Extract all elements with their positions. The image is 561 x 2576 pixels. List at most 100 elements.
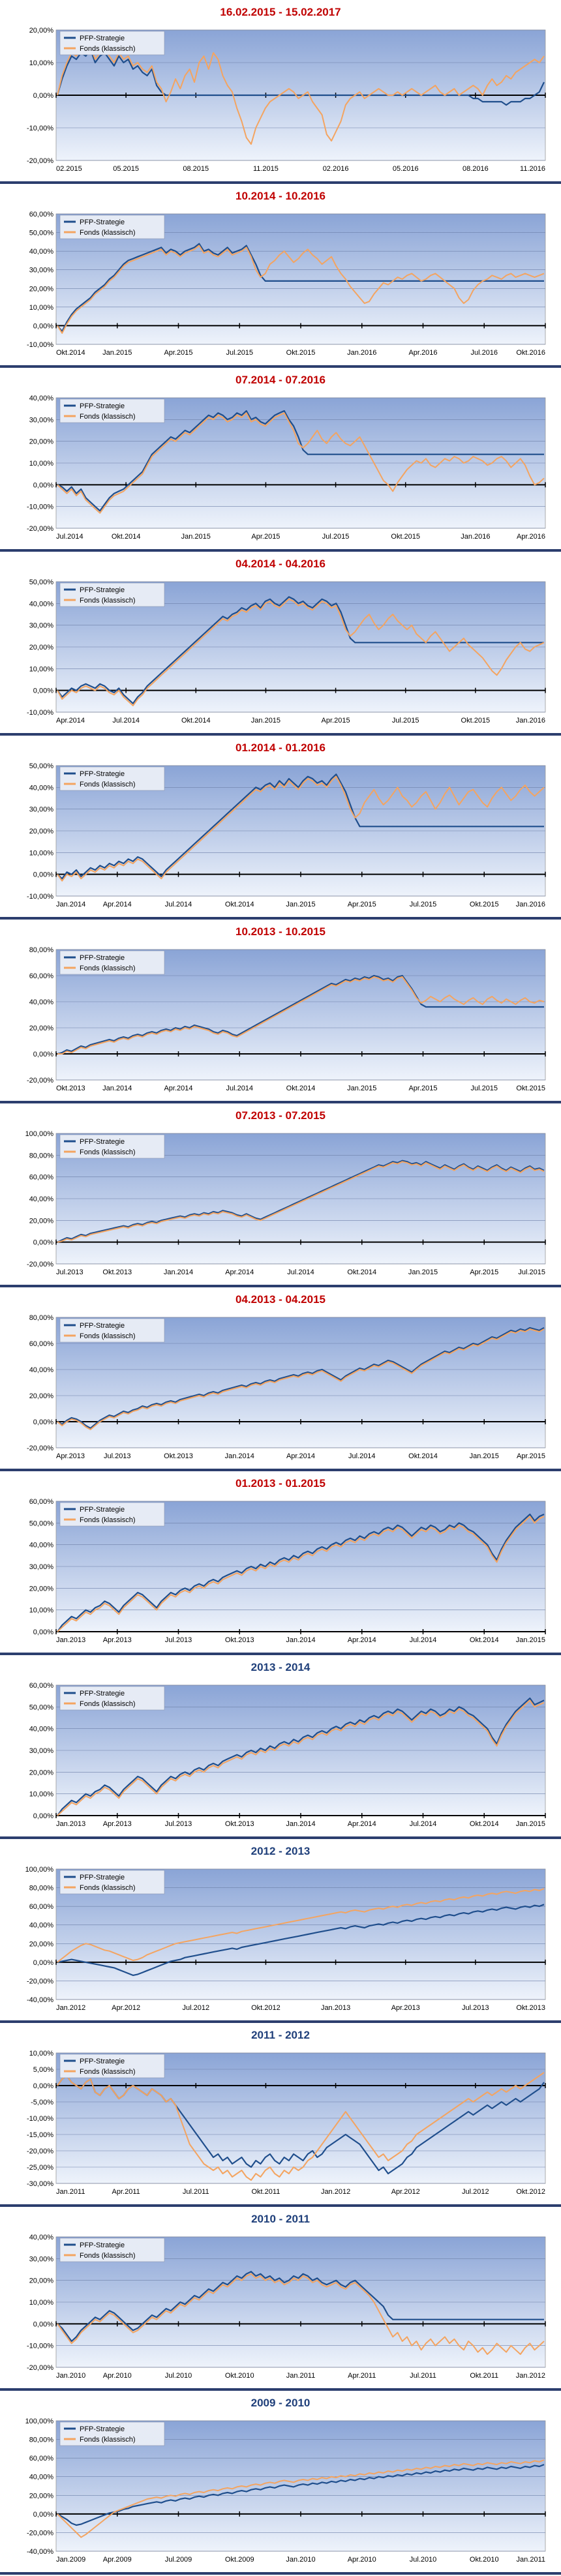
- x-tick-label: 05.2015: [113, 165, 139, 173]
- y-tick-label: 80,00%: [29, 1152, 54, 1160]
- y-tick-label: 0,00%: [33, 871, 53, 879]
- line-chart: 01.2014 - 01.2016 -10,00% 0,00% 10,00% 20,00…: [0, 736, 561, 918]
- series-line-fonds-klassisch: [57, 1328, 545, 1430]
- line-chart: 2012 - 2013 -40,00% -20,00% 0,00% 20,00% 40,0…: [0, 1839, 561, 2022]
- x-tick-label: Okt.2013: [56, 1085, 85, 1092]
- legend-label: PFP-Strategie: [80, 2058, 125, 2065]
- y-tick-label: 80,00%: [29, 1885, 54, 1893]
- y-tick-label: 40,00%: [29, 1542, 54, 1550]
- y-tick-label: 100,00%: [25, 1130, 54, 1138]
- y-tick-label: 60,00%: [29, 1903, 54, 1911]
- legend-label: Fonds (klassisch): [80, 2252, 136, 2260]
- legend-label: PFP-Strategie: [80, 1506, 125, 1514]
- legend: PFP-Strategie Fonds (klassisch): [59, 31, 165, 55]
- y-tick-label: 100,00%: [25, 1866, 54, 1874]
- x-tick-label: Apr.2015: [251, 533, 280, 541]
- panel-separator: [0, 2204, 561, 2207]
- y-tick-label: -20,00%: [27, 525, 53, 533]
- line-chart: 2013 - 2014 0,00% 10,00% 20,00% 30,00% 40,00%…: [0, 1655, 561, 1838]
- y-tick-label: 40,00%: [29, 1922, 54, 1930]
- series-line-pfp-strategie: [57, 243, 544, 333]
- x-tick-label: Jul.2013: [165, 1820, 192, 1828]
- x-tick-label: Jul.2014: [410, 1820, 437, 1828]
- x-tick-label: Jan.2014: [164, 1268, 193, 1276]
- x-tick-label: Jan.2014: [56, 901, 85, 908]
- chart-title: 2009 - 2010: [251, 2397, 311, 2409]
- chart-title: 01.2013 - 01.2015: [235, 1477, 326, 1490]
- y-tick-label: 10,00%: [29, 1791, 54, 1799]
- y-tick-label: 10,00%: [29, 59, 54, 67]
- legend-label: Fonds (klassisch): [80, 1332, 136, 1340]
- x-tick-label: Apr.2014: [164, 1085, 192, 1092]
- y-tick-label: -20,00%: [27, 1261, 53, 1268]
- panel-separator: [0, 181, 561, 184]
- y-tick-label: 0,00%: [33, 1239, 53, 1247]
- x-tick-label: 11.2015: [253, 165, 279, 173]
- chart-title: 07.2014 - 07.2016: [235, 374, 326, 386]
- chart-title: 2013 - 2014: [251, 1661, 311, 1673]
- x-tick-label: Jul.2010: [165, 2372, 192, 2380]
- legend-label: PFP-Strategie: [80, 1322, 125, 1330]
- y-tick-label: -40,00%: [27, 1996, 53, 2004]
- y-tick-label: 10,00%: [29, 304, 54, 312]
- legend-label: PFP-Strategie: [80, 954, 125, 962]
- y-tick-label: 0,00%: [33, 2511, 53, 2519]
- x-tick-label: Jul.2014: [410, 1636, 437, 1644]
- chart-panel: 10.2014 - 10.2016 -10,00% 0,00% 10,00% 20,00…: [0, 184, 561, 367]
- y-tick-label: 60,00%: [29, 1340, 54, 1348]
- series-line-fonds-klassisch: [57, 976, 545, 1055]
- x-tick-label: Apr.2010: [103, 2372, 132, 2380]
- x-tick-label: Jan.2011: [517, 2556, 545, 2564]
- panel-separator: [0, 2572, 561, 2575]
- panel-separator: [0, 2388, 561, 2391]
- y-tick-label: 50,00%: [29, 230, 54, 237]
- y-tick-label: 20,00%: [29, 1769, 54, 1776]
- y-tick-label: 20,00%: [29, 2492, 54, 2500]
- x-tick-label: Okt.2015: [461, 717, 491, 725]
- y-tick-label: -40,00%: [27, 2548, 53, 2556]
- series-line-fonds-klassisch: [57, 412, 545, 514]
- y-tick-label: 0,00%: [33, 92, 53, 100]
- legend-label: Fonds (klassisch): [80, 2068, 136, 2076]
- legend: PFP-Strategie Fonds (klassisch): [59, 215, 165, 239]
- x-tick-label: Okt.2014: [347, 1268, 376, 1276]
- line-chart: 07.2013 - 07.2015 -20,00% 0,00% 20,00% 40,00…: [0, 1103, 561, 1286]
- x-tick-label: Jan.2013: [56, 1636, 85, 1644]
- y-tick-label: 0,00%: [33, 1812, 53, 1820]
- y-tick-label: 60,00%: [29, 2455, 54, 2463]
- series-line-pfp-strategie: [57, 1160, 545, 1243]
- chart-title: 2012 - 2013: [251, 1845, 311, 1857]
- x-tick-label: Apr.2015: [517, 1452, 545, 1460]
- y-tick-label: 20,00%: [29, 1025, 54, 1032]
- x-tick-label: Jul.2009: [165, 2556, 192, 2564]
- panel-separator: [0, 1653, 561, 1655]
- x-tick-label: Apr.2014: [348, 1820, 376, 1828]
- y-tick-label: 60,00%: [29, 1682, 54, 1690]
- series-line-pfp-strategie: [57, 1513, 545, 1632]
- y-tick-label: -10,00%: [27, 341, 53, 349]
- series-line-fonds-klassisch: [57, 598, 545, 706]
- y-tick-label: -10,00%: [27, 709, 53, 717]
- y-tick-label: -20,00%: [27, 1445, 53, 1452]
- chart-title: 07.2013 - 07.2015: [235, 1109, 326, 1122]
- chart-panel: 04.2013 - 04.2015 -20,00% 0,00% 20,00% 40,00…: [0, 1287, 561, 1470]
- x-tick-label: Jan.2010: [56, 2372, 85, 2380]
- chart-title: 04.2013 - 04.2015: [235, 1293, 326, 1306]
- series-line-fonds-klassisch: [57, 245, 545, 334]
- x-tick-label: Jan.2014: [102, 1085, 132, 1092]
- y-tick-label: 40,00%: [29, 2234, 54, 2241]
- x-tick-label: Jan.2015: [516, 1636, 545, 1644]
- x-tick-label: Okt.2012: [516, 2188, 545, 2196]
- legend-label: PFP-Strategie: [80, 402, 125, 410]
- y-tick-label: 20,00%: [29, 1585, 54, 1593]
- y-tick-label: -25,00%: [27, 2164, 53, 2172]
- series-line-fonds-klassisch: [57, 1700, 545, 1816]
- y-tick-label: 40,00%: [29, 395, 54, 402]
- x-tick-label: Jul.2013: [165, 1636, 192, 1644]
- legend-label: PFP-Strategie: [80, 218, 125, 226]
- x-tick-label: Apr.2015: [322, 717, 350, 725]
- y-tick-label: -10,00%: [27, 893, 53, 901]
- x-tick-label: Apr.2011: [348, 2372, 376, 2380]
- x-tick-label: Okt.2013: [225, 1636, 254, 1644]
- x-tick-label: Jul.2014: [348, 1452, 376, 1460]
